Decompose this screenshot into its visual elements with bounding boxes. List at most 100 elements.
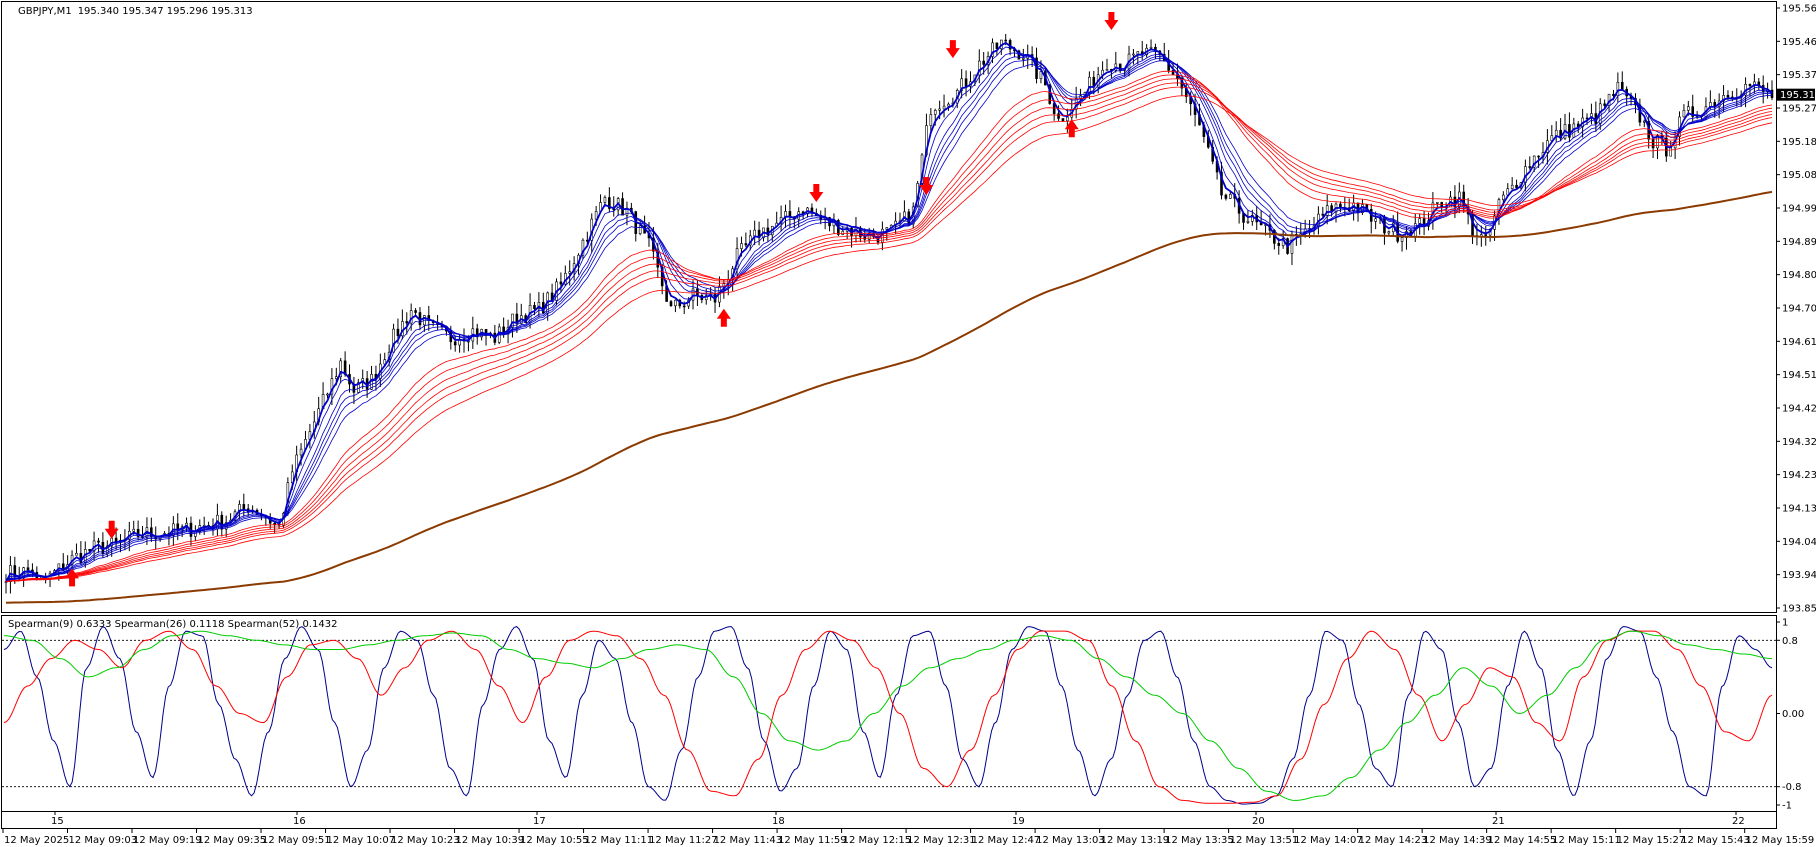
price-tick-label: 194.990 [1782,204,1816,215]
candle-body [1568,124,1571,138]
candle-body [1057,113,1060,119]
candle-body [1374,218,1377,222]
price-axis: 195.560 195.465 195.370 195.275 195.180 195.0… [1776,4,1816,615]
candle-body [453,341,457,346]
fast-ema-line [5,60,1773,583]
candle-body [357,382,360,393]
candle-body [682,305,686,308]
fast-ema-line [5,41,1773,583]
slow-ema-line [5,70,1773,583]
indicator-label: Spearman(9) 0.6333 Spearman(26) 0.1118 S… [8,619,337,630]
day-label: 18 [772,816,785,827]
candle-body [1277,243,1281,246]
candle-body [1656,135,1659,149]
candle-body [334,376,338,379]
spearman-26-line [3,630,1773,804]
time-label: 12 May 14:07 [1294,835,1363,846]
price-tick-label: 195.465 [1782,37,1816,48]
candle-body [947,103,950,107]
candle-body [511,313,514,328]
time-label: 12 May 09:51 [262,835,331,846]
candle-body [982,60,985,65]
candle-body [299,448,303,456]
candle-body [220,514,224,530]
day-label: 19 [1012,816,1025,827]
day-label: 17 [533,816,546,827]
price-tick-label: 194.610 [1782,337,1816,348]
candle-body [1726,95,1730,98]
indicator-axis: 1 0.8 0.00 -0.8 -1 [1776,618,1804,812]
candle-body [1400,237,1404,242]
candle-body [1510,184,1514,189]
price-tick-label: 194.230 [1782,470,1816,481]
candle-body [1537,155,1540,158]
candle-body [1669,147,1673,157]
candle-body [1603,103,1606,106]
candle-body [533,305,536,310]
candle-body [1066,116,1069,122]
candle-body [1149,46,1153,49]
candle-body [995,42,999,49]
candle-body [405,321,409,324]
candle-body [1642,120,1646,123]
candle-body [1554,129,1558,136]
candle-body [1651,138,1655,149]
day-label: 16 [293,816,306,827]
candle-body [409,310,413,324]
candle-body [991,42,994,57]
candle-body [1321,213,1325,216]
candle-body [977,60,981,76]
ohlc-label: 195.340 195.347 195.296 195.313 [78,6,253,17]
candle-body [396,328,400,337]
time-label: 12 May 10:39 [456,835,525,846]
time-label: 12 May 13:51 [1230,835,1299,846]
time-label: 12 May 09:35 [198,835,267,846]
time-label: 12 May 15:27 [1617,835,1686,846]
price-tick-label: 194.040 [1782,537,1816,548]
price-tick-label: 193.850 [1782,604,1816,615]
slow-ema-line [5,78,1773,583]
candle-body [1691,106,1695,117]
candle-body [401,321,404,337]
price-tick-label: 194.705 [1782,304,1816,315]
time-label: 12 May 13:19 [1101,835,1170,846]
price-tick-label: 194.800 [1782,270,1816,281]
candle-body [933,109,937,115]
sell-arrow [809,183,824,202]
time-label: 12 May 09:19 [133,835,202,846]
candle-body [740,243,743,249]
day-label: 21 [1492,816,1505,827]
candle-body [1061,118,1065,122]
slow-ema-line [5,82,1773,583]
candle-body [1722,95,1725,102]
price-tick-label: 195.085 [1782,170,1816,181]
candle-body [290,471,294,484]
price-tick-label: 194.135 [1782,504,1816,515]
candle-body [1224,194,1228,199]
time-label: 12 May 10:55 [520,835,589,846]
buy-arrow [65,568,80,587]
price-tick-label: 195.275 [1782,104,1816,115]
time-label: 12 May 15:59 [1746,835,1815,846]
candle-body [1387,231,1391,234]
time-label: 12 May 12:47 [972,835,1041,846]
candle-body [1532,155,1536,168]
time-label: 12 May 15:43 [1681,835,1750,846]
candle-body [1325,205,1329,216]
time-label: 12 May 11:43 [714,835,783,846]
candle-body [674,299,677,307]
candle-body [339,360,343,377]
candle-body [581,239,585,256]
buy-arrow [716,308,731,327]
candle-body [1682,109,1686,118]
buy-arrow [1064,119,1079,138]
candle-body [594,211,598,220]
current-price-marker [1777,88,1815,101]
time-label: 12 May 15:11 [1552,835,1621,846]
slow-ema-line [5,86,1773,583]
candle-body [1171,70,1175,75]
price-panel-frame [1,1,1777,613]
candle-body [1022,58,1025,60]
